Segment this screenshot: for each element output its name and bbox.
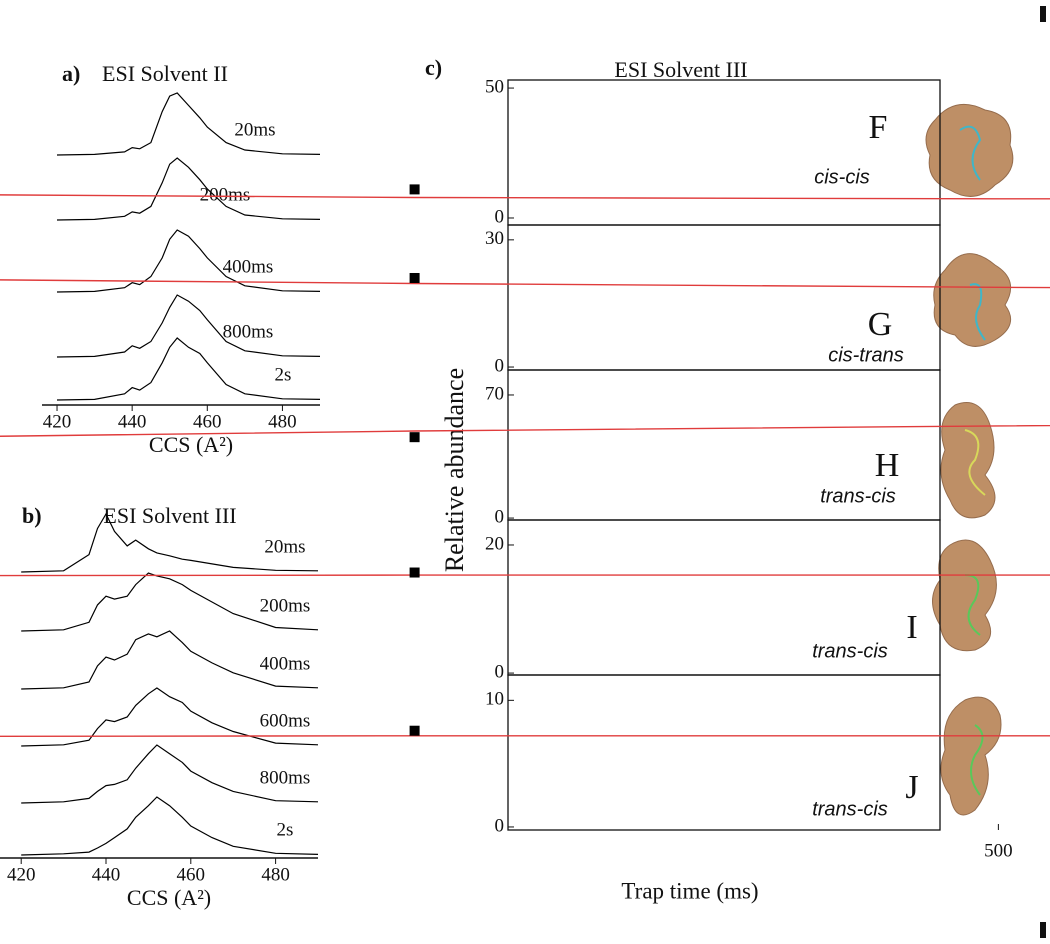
y-tick-label: 0 — [495, 355, 505, 376]
backbone — [964, 574, 981, 636]
trace-label: 2s — [275, 364, 292, 385]
data-point — [409, 567, 420, 578]
molecule-backbones — [959, 125, 986, 796]
y-tick-label: 0 — [495, 815, 505, 836]
x-tick-label: 480 — [268, 411, 297, 432]
fit-curve — [0, 194, 1050, 200]
data-point — [409, 184, 420, 195]
structure-label: H — [875, 447, 900, 484]
x-axis-label: Trap time (ms) — [621, 878, 758, 903]
y-tick-label: 70 — [485, 383, 504, 404]
molecule — [940, 402, 996, 519]
trace-label: 200ms — [200, 184, 251, 205]
structure-sublabel: cis-cis — [814, 166, 870, 188]
spectrum-trace — [56, 92, 321, 156]
molecule — [925, 103, 1014, 197]
structure-sublabel: trans-cis — [820, 485, 896, 507]
trace-label: 800ms — [223, 321, 274, 342]
structure-sublabel: trans-cis — [812, 798, 888, 820]
x-tick-label: 420 — [7, 864, 36, 885]
y-tick-label: 30 — [485, 228, 504, 249]
spectrum-trace — [56, 157, 321, 221]
panel-title: ESI Solvent III — [614, 57, 747, 82]
x-axis-label: CCS (A²) — [127, 885, 211, 910]
spectrum-trace — [21, 687, 319, 747]
panel-label: b) — [22, 503, 42, 528]
y-tick-label: 0 — [495, 506, 505, 527]
x-axis-label: CCS (A²) — [149, 432, 233, 457]
panel-title: ESI Solvent II — [102, 61, 228, 86]
plot-frame — [507, 674, 941, 831]
data-point — [409, 432, 420, 443]
panel-label: c) — [425, 55, 442, 80]
structure-label: I — [906, 609, 917, 646]
y-axis-label: Relative abundance — [440, 368, 469, 572]
spectrum-trace — [21, 572, 319, 632]
backbone — [970, 724, 984, 796]
x-tick-label: 440 — [92, 864, 121, 885]
x-tick-label: 460 — [177, 864, 206, 885]
molecule — [940, 696, 1002, 816]
data-point — [409, 725, 420, 736]
structure-label: J — [905, 769, 918, 806]
trace-label: 2s — [277, 819, 294, 840]
trace-label: 400ms — [260, 653, 311, 674]
y-tick-label: 0 — [495, 206, 505, 227]
trace-label: 20ms — [264, 536, 305, 557]
data-point — [409, 272, 420, 283]
backbone — [959, 125, 982, 181]
fit-curve — [0, 735, 1050, 737]
x-tick-label: 500 — [984, 840, 1013, 861]
trace-label: 20ms — [234, 119, 275, 140]
spectrum-trace — [56, 337, 321, 401]
y-tick-label: 0 — [495, 661, 505, 682]
panel-title: ESI Solvent III — [103, 503, 236, 528]
x-tick-label: 440 — [118, 411, 147, 432]
fit-curve — [0, 279, 1050, 289]
backbone — [964, 429, 986, 496]
trace-label: 600ms — [260, 710, 311, 731]
x-tick-label: 460 — [193, 411, 222, 432]
trace-label: 800ms — [260, 767, 311, 788]
spectrum-trace — [21, 512, 319, 573]
trace-label: 200ms — [260, 595, 311, 616]
structure-sublabel: trans-cis — [812, 640, 888, 662]
fit-curve — [0, 424, 1050, 437]
molecule-images — [925, 103, 1014, 816]
edge-mark — [1040, 6, 1046, 22]
y-tick-label: 50 — [485, 76, 504, 97]
molecule — [933, 253, 1012, 347]
fit-curve — [0, 574, 1050, 577]
spectrum-trace — [21, 630, 319, 690]
structure-label: F — [869, 109, 888, 146]
spectrum-trace — [21, 744, 319, 804]
structure-label: G — [868, 306, 893, 343]
spectrum-trace — [56, 229, 321, 293]
backbone — [969, 283, 986, 341]
x-tick-label: 480 — [261, 864, 290, 885]
plot-frame — [507, 79, 941, 226]
y-tick-label: 20 — [485, 533, 504, 554]
y-tick-label: 10 — [485, 689, 504, 710]
molecule — [932, 539, 997, 652]
edge-mark — [1040, 922, 1046, 938]
spectrum-trace — [56, 294, 321, 358]
structure-sublabel: cis-trans — [828, 344, 904, 366]
panel-label: a) — [62, 61, 80, 86]
trace-label: 400ms — [223, 256, 274, 277]
x-tick-label: 420 — [43, 411, 72, 432]
spectrum-trace — [21, 796, 319, 856]
